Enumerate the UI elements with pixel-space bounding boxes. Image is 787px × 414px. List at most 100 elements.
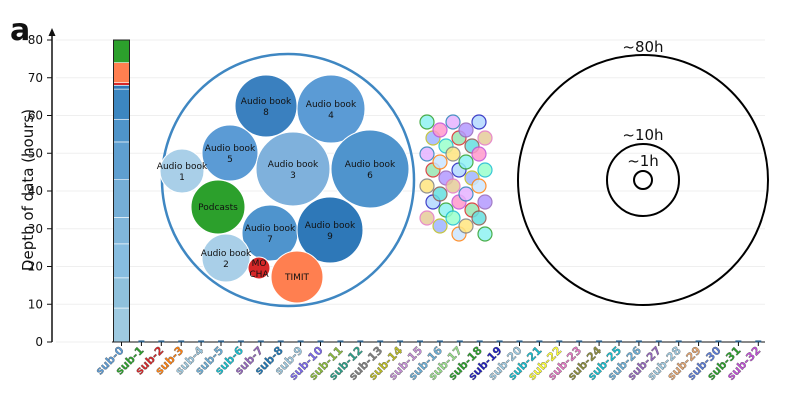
bar-segment	[113, 88, 130, 120]
bar	[576, 340, 583, 343]
bar	[755, 340, 762, 343]
bar	[218, 340, 224, 343]
bar	[735, 340, 742, 343]
bubble-label: Audio book 2	[201, 249, 252, 270]
y-tick-label: 80	[28, 33, 43, 47]
bubble: Audio book 6	[330, 129, 410, 209]
bar-segment	[113, 62, 130, 83]
panel-letter: a	[10, 13, 30, 48]
subject-circle	[458, 154, 474, 170]
bar	[596, 340, 603, 343]
bar-segment	[113, 118, 130, 143]
subject-circle	[477, 130, 493, 146]
subject-circle	[419, 210, 435, 226]
bubble-label: Audio book 7	[245, 224, 296, 245]
bubble-circle	[201, 233, 251, 283]
bar	[138, 340, 145, 343]
bubble-circle	[247, 256, 271, 280]
bar	[616, 340, 622, 343]
bubble-label: Podcasts	[198, 203, 238, 213]
bar	[178, 340, 185, 343]
subject-circle-cluster	[419, 114, 493, 242]
depth-ring-label: ~10h	[622, 126, 663, 144]
bar-segment	[113, 307, 130, 343]
bubble: Audio book 8	[234, 74, 298, 138]
depth-ring	[517, 54, 769, 306]
subject-circle	[432, 154, 448, 170]
subject-circle	[432, 122, 448, 138]
subject-circle	[432, 186, 448, 202]
subject-circle	[477, 194, 493, 210]
depth-ring-label: ~80h	[622, 38, 663, 56]
bubble-label: MO CHA	[249, 259, 269, 280]
bar	[675, 340, 682, 343]
bubble-circle	[270, 250, 324, 304]
bar	[417, 340, 423, 343]
bar	[476, 340, 483, 343]
bubble-label: Audio book 5	[205, 144, 256, 165]
y-tick-label: 10	[28, 297, 43, 311]
axes	[48, 28, 765, 343]
subject-circle	[471, 114, 487, 130]
x-tick-labels: sub-0sub-1sub-2sub-3sub-4sub-5sub-6sub-7…	[93, 342, 764, 383]
bubble: Audio book 7	[241, 204, 299, 262]
bar-segment	[113, 82, 130, 86]
bubble-label: Audio book 8	[241, 97, 292, 118]
y-axis-arrow	[48, 28, 56, 36]
bar	[198, 340, 205, 343]
depth-ring	[606, 143, 680, 217]
y-tick-label: 20	[28, 260, 43, 274]
bar	[158, 340, 165, 343]
subject-circle	[445, 178, 461, 194]
bar	[556, 340, 563, 343]
bubble-label: Audio book 6	[345, 160, 396, 181]
depth-ring	[633, 170, 653, 190]
subject-circle	[477, 162, 493, 178]
bar	[635, 340, 642, 343]
bubble-circle	[159, 148, 205, 194]
bubble-label: Audio book 1	[157, 162, 208, 183]
bar	[516, 340, 523, 343]
bars	[113, 39, 762, 343]
bubble-circle	[201, 124, 259, 182]
subject-circle	[458, 218, 474, 234]
bubble-label: Audio book 9	[305, 221, 356, 242]
bar	[436, 340, 443, 343]
bar	[695, 340, 702, 343]
bar	[397, 340, 404, 343]
bubble-circle	[255, 131, 331, 207]
bar	[456, 340, 463, 343]
depth-ring-label: ~1h	[627, 152, 659, 170]
bubble: Audio book 1	[157, 148, 208, 194]
bar	[377, 340, 384, 343]
subject-circle	[458, 122, 474, 138]
bubble: MO CHA	[247, 256, 271, 280]
y-axis-label: Depth of data (hours)	[19, 109, 37, 271]
bar	[297, 340, 304, 343]
bubble: TIMIT	[270, 250, 324, 304]
subject-circle	[445, 210, 461, 226]
bar	[277, 340, 284, 343]
bar	[337, 340, 344, 343]
bar-segment	[113, 85, 130, 90]
subject-circle	[419, 178, 435, 194]
bubble-label: Audio book 3	[268, 160, 319, 181]
bar	[237, 340, 244, 343]
bar	[496, 340, 503, 343]
bubble-circle	[296, 74, 366, 144]
bubble: Podcasts	[190, 179, 246, 235]
bubble-circle	[190, 179, 246, 235]
bar	[655, 340, 662, 343]
bubble-circle	[330, 129, 410, 209]
subject-circle	[432, 218, 448, 234]
bar	[317, 340, 324, 343]
bar	[715, 340, 722, 343]
subject-circle	[458, 186, 474, 202]
bubble: Audio book 3	[255, 131, 331, 207]
bar	[536, 340, 543, 343]
y-tick-label: 30	[28, 222, 43, 236]
subject-circle	[477, 226, 493, 242]
y-ticks: 0 10 20 30 40 50 60 70 80	[28, 33, 52, 349]
